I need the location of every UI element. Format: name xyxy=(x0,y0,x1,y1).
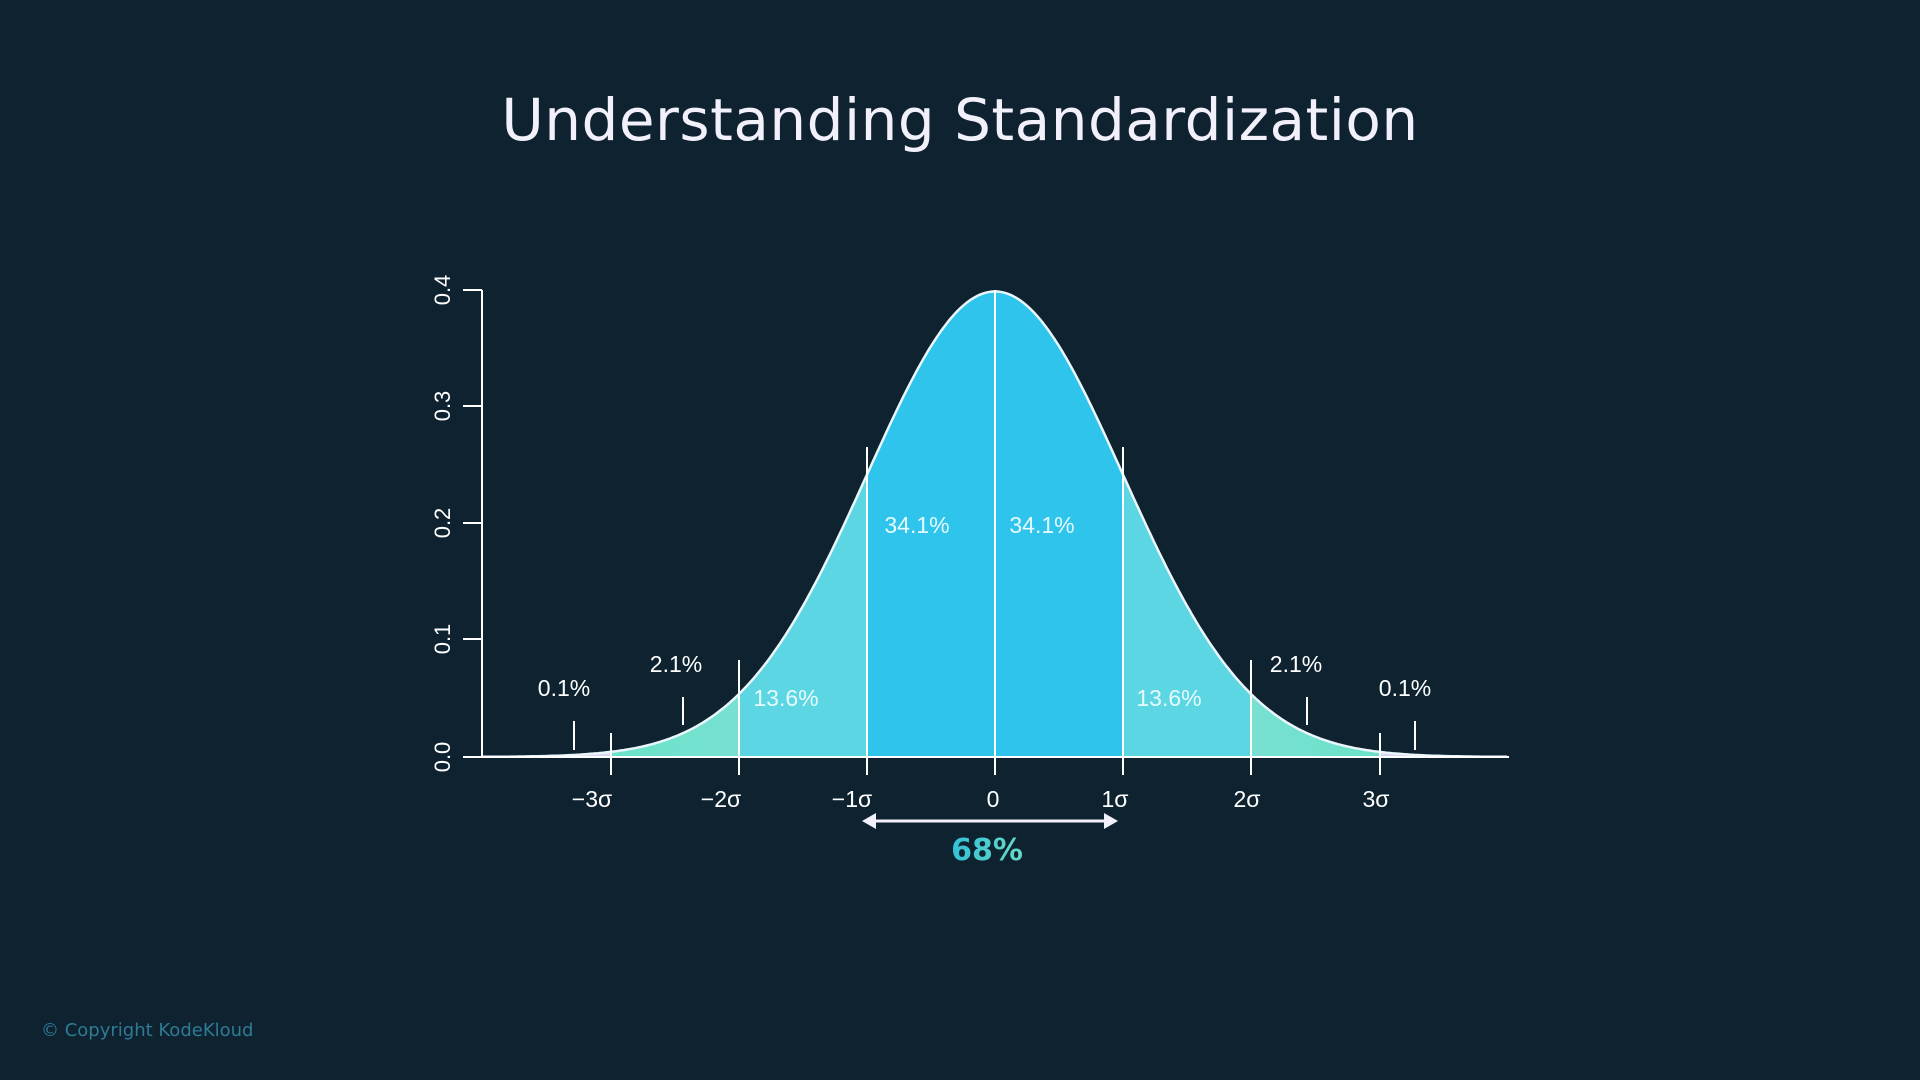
x-tick-label: 1σ xyxy=(1102,786,1129,812)
region-label: 2.1% xyxy=(1270,651,1322,677)
x-tick-label: 2σ xyxy=(1234,786,1261,812)
slide-title: Understanding Standardization xyxy=(501,86,1419,154)
x-tick-label: 0 xyxy=(987,786,1000,812)
region-fill xyxy=(1251,694,1379,757)
label-pointers xyxy=(573,697,1416,750)
span-68-label: 68% xyxy=(951,833,1023,868)
region-label: 13.6% xyxy=(753,685,818,711)
y-tick-label: 0.3 xyxy=(430,391,455,422)
x-tick-label: 3σ xyxy=(1363,786,1390,812)
x-tick-label: −2σ xyxy=(701,786,741,812)
sigma-lines xyxy=(610,290,1381,775)
y-axis xyxy=(463,289,483,757)
y-tick-label: 0.0 xyxy=(430,742,455,773)
region-label: 34.1% xyxy=(1009,512,1074,538)
double-arrow-68 xyxy=(862,813,1118,829)
region-label: 0.1% xyxy=(538,675,590,701)
region-fill xyxy=(611,694,739,757)
x-tick-label: −1σ xyxy=(832,786,872,812)
y-tick-label: 0.1 xyxy=(430,624,455,655)
region-label: 34.1% xyxy=(884,512,949,538)
x-tick-label: −3σ xyxy=(572,786,612,812)
region-label: 13.6% xyxy=(1136,685,1201,711)
region-label: 2.1% xyxy=(650,651,702,677)
region-label: 0.1% xyxy=(1379,675,1431,701)
y-tick-label: 0.2 xyxy=(430,508,455,539)
copyright-notice: © Copyright KodeKloud xyxy=(41,1020,254,1041)
y-tick-label: 0.4 xyxy=(430,275,455,306)
